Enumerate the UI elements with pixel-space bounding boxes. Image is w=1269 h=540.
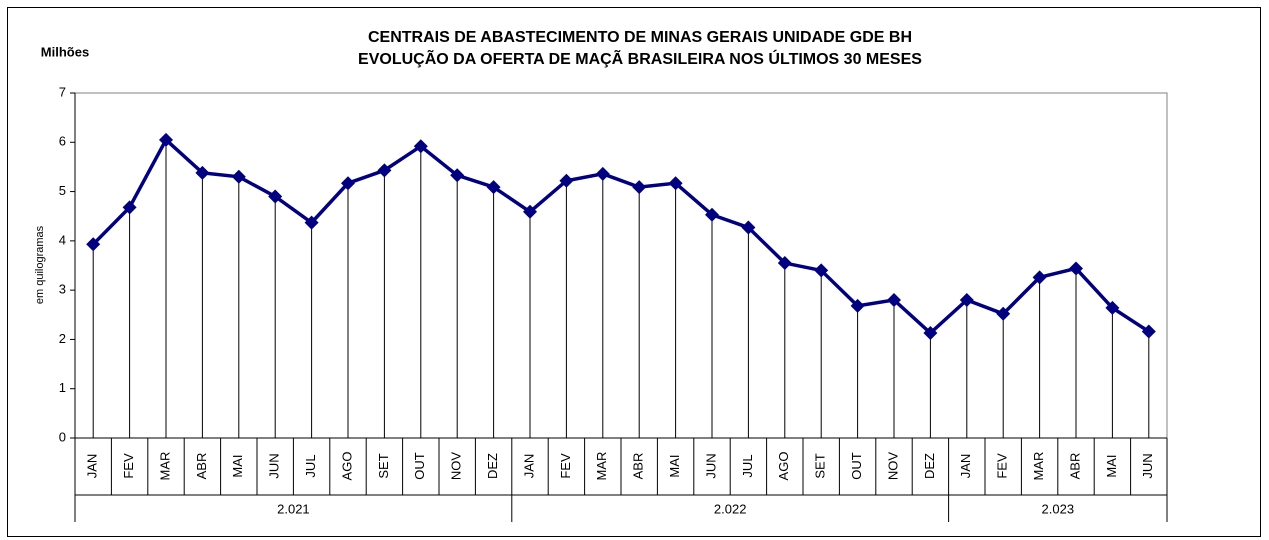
series-line	[91, 137, 1150, 336]
y-tick-label: 3	[59, 282, 66, 297]
x-tick-label: OUT	[849, 452, 864, 480]
x-tick-label: MAI	[1104, 454, 1119, 477]
chart-title: CENTRAIS DE ABASTECIMENTO DE MINAS GERAI…	[368, 29, 912, 46]
marker	[341, 176, 355, 191]
marker	[1141, 324, 1156, 339]
x-tick-label: JAN	[85, 454, 100, 479]
group-label: 2.023	[1042, 501, 1075, 516]
marker	[523, 204, 537, 219]
x-tick-label: AGO	[339, 452, 354, 481]
x-tick-label: OUT	[412, 452, 427, 480]
x-tick-label: JUN	[703, 453, 718, 478]
y-axis-label: em quilogramas	[34, 225, 46, 304]
x-tick-label: JUL	[303, 454, 318, 477]
x-tick-label: FEV	[558, 453, 573, 479]
x-tick-label: JAN	[958, 454, 973, 479]
marker	[887, 293, 901, 307]
marker	[814, 263, 829, 278]
chart-subtitle: EVOLUÇÃO DA OFERTA DE MAÇÃ BRASILEIRA NO…	[358, 48, 922, 68]
x-tick-label: MAR	[1031, 452, 1046, 481]
marker	[777, 256, 792, 271]
x-tick-label: ABR	[631, 453, 646, 480]
marker	[1032, 270, 1047, 285]
x-tick-label: JUN	[267, 453, 282, 478]
marker	[632, 180, 647, 195]
x-tick-label: MAI	[230, 454, 245, 477]
x-tick-label: SET	[813, 453, 828, 478]
x-tick-label: MAI	[667, 454, 682, 477]
unit-label: Milhões	[41, 44, 89, 59]
x-tick-label: FEV	[995, 453, 1010, 479]
y-tick-label: 1	[59, 380, 66, 395]
marker	[450, 168, 465, 183]
x-tick-label: DEZ	[922, 453, 937, 479]
x-tick-label: MAR	[157, 452, 172, 481]
marker	[923, 326, 938, 341]
x-tick-label: ABR	[194, 453, 209, 480]
x-tick-label: MAR	[594, 452, 609, 481]
marker	[195, 165, 210, 180]
marker	[996, 306, 1011, 321]
y-tick-label: 6	[59, 134, 66, 149]
marker	[304, 215, 319, 230]
marker	[231, 169, 246, 184]
y-tick-label: 7	[59, 84, 66, 99]
y-tick-label: 2	[59, 331, 66, 346]
marker	[559, 173, 574, 188]
group-label: 2.022	[714, 501, 747, 516]
marker	[159, 132, 173, 147]
marker	[486, 180, 501, 195]
x-tick-label: NOV	[449, 452, 464, 481]
marker	[668, 176, 683, 191]
marker	[86, 237, 101, 252]
x-tick-label: SET	[376, 453, 391, 478]
x-tick-label: JUL	[740, 454, 755, 477]
chart-frame	[7, 7, 1261, 537]
y-tick-label: 5	[59, 183, 66, 198]
marker	[413, 139, 428, 154]
y-tick-label: 4	[59, 232, 66, 247]
x-tick-label: FEV	[121, 453, 136, 479]
marker	[122, 200, 137, 215]
x-tick-label: ABR	[1067, 453, 1082, 480]
marker	[850, 298, 865, 313]
marker	[595, 166, 610, 181]
group-label: 2.021	[277, 501, 310, 516]
x-tick-label: DEZ	[485, 453, 500, 479]
x-tick-label: NOV	[885, 452, 900, 481]
marker	[268, 189, 283, 204]
marker	[741, 220, 756, 235]
marker	[705, 207, 719, 222]
marker	[377, 163, 392, 178]
marker	[959, 293, 974, 307]
marker	[1069, 261, 1083, 276]
x-tick-label: AGO	[776, 452, 791, 481]
x-tick-label: JUN	[1140, 453, 1155, 478]
y-tick-label: 0	[59, 429, 66, 444]
x-tick-label: JAN	[521, 454, 536, 479]
marker	[1105, 300, 1120, 315]
